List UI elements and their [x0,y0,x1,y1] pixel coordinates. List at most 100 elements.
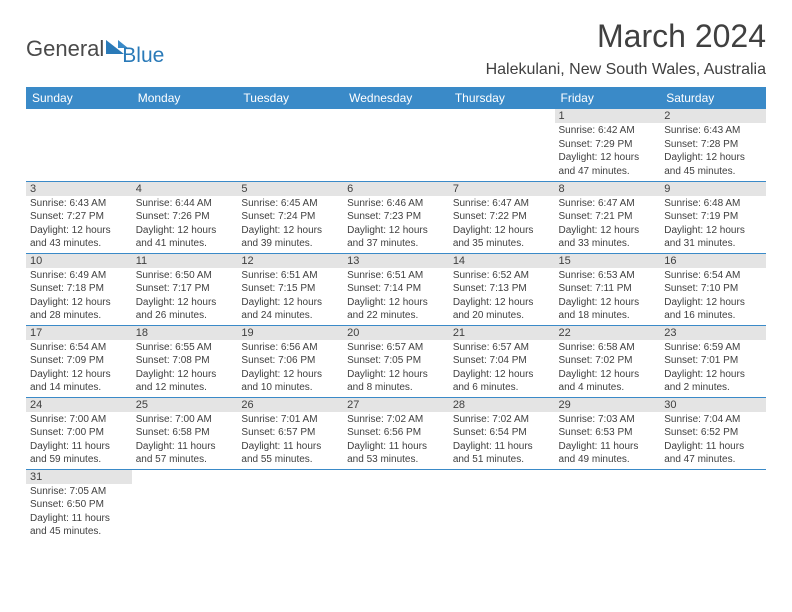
calendar-day-cell: 13Sunrise: 6:51 AMSunset: 7:14 PMDayligh… [343,253,449,325]
day-details: Sunrise: 6:55 AMSunset: 7:08 PMDaylight:… [132,340,238,397]
calendar-empty-cell [343,109,449,181]
calendar-day-cell: 15Sunrise: 6:53 AMSunset: 7:11 PMDayligh… [555,253,661,325]
day-number: 23 [660,326,766,340]
day-number: 3 [26,182,132,196]
calendar-day-cell: 3Sunrise: 6:43 AMSunset: 7:27 PMDaylight… [26,181,132,253]
day-number: 8 [555,182,661,196]
logo-text-general: General [26,36,104,62]
calendar-day-cell: 31Sunrise: 7:05 AMSunset: 6:50 PMDayligh… [26,469,132,541]
day-number: 30 [660,398,766,412]
calendar-empty-cell [660,469,766,541]
day-details: Sunrise: 6:47 AMSunset: 7:21 PMDaylight:… [555,196,661,253]
day-details: Sunrise: 6:45 AMSunset: 7:24 PMDaylight:… [237,196,343,253]
day-details: Sunrise: 6:56 AMSunset: 7:06 PMDaylight:… [237,340,343,397]
logo: General Blue [26,36,164,62]
day-number: 10 [26,254,132,268]
calendar-empty-cell [237,109,343,181]
day-number: 1 [555,109,661,123]
day-details: Sunrise: 7:00 AMSunset: 7:00 PMDaylight:… [26,412,132,469]
day-number: 6 [343,182,449,196]
day-number: 14 [449,254,555,268]
day-details: Sunrise: 6:44 AMSunset: 7:26 PMDaylight:… [132,196,238,253]
day-details: Sunrise: 6:53 AMSunset: 7:11 PMDaylight:… [555,268,661,325]
calendar-day-cell: 17Sunrise: 6:54 AMSunset: 7:09 PMDayligh… [26,325,132,397]
day-details: Sunrise: 6:57 AMSunset: 7:05 PMDaylight:… [343,340,449,397]
day-details: Sunrise: 6:47 AMSunset: 7:22 PMDaylight:… [449,196,555,253]
title-block: March 2024 Halekulani, New South Wales, … [486,18,766,79]
calendar-week-row: 24Sunrise: 7:00 AMSunset: 7:00 PMDayligh… [26,397,766,469]
day-number: 29 [555,398,661,412]
calendar-day-cell: 20Sunrise: 6:57 AMSunset: 7:05 PMDayligh… [343,325,449,397]
day-number: 25 [132,398,238,412]
weekday-header: Saturday [660,87,766,109]
day-number: 27 [343,398,449,412]
calendar-header-row: SundayMondayTuesdayWednesdayThursdayFrid… [26,87,766,109]
header: General Blue March 2024 Halekulani, New … [26,18,766,79]
day-number: 9 [660,182,766,196]
day-details: Sunrise: 6:43 AMSunset: 7:28 PMDaylight:… [660,123,766,180]
day-number: 12 [237,254,343,268]
day-details: Sunrise: 6:58 AMSunset: 7:02 PMDaylight:… [555,340,661,397]
calendar-empty-cell [132,469,238,541]
day-number: 26 [237,398,343,412]
calendar-day-cell: 4Sunrise: 6:44 AMSunset: 7:26 PMDaylight… [132,181,238,253]
day-details: Sunrise: 7:03 AMSunset: 6:53 PMDaylight:… [555,412,661,469]
calendar-day-cell: 25Sunrise: 7:00 AMSunset: 6:58 PMDayligh… [132,397,238,469]
day-details: Sunrise: 6:42 AMSunset: 7:29 PMDaylight:… [555,123,661,180]
day-details: Sunrise: 6:43 AMSunset: 7:27 PMDaylight:… [26,196,132,253]
calendar-day-cell: 30Sunrise: 7:04 AMSunset: 6:52 PMDayligh… [660,397,766,469]
day-details: Sunrise: 6:59 AMSunset: 7:01 PMDaylight:… [660,340,766,397]
day-details: Sunrise: 7:04 AMSunset: 6:52 PMDaylight:… [660,412,766,469]
weekday-header: Tuesday [237,87,343,109]
day-number: 5 [237,182,343,196]
day-details: Sunrise: 6:57 AMSunset: 7:04 PMDaylight:… [449,340,555,397]
day-number: 4 [132,182,238,196]
day-number: 20 [343,326,449,340]
day-details: Sunrise: 6:54 AMSunset: 7:09 PMDaylight:… [26,340,132,397]
day-number: 28 [449,398,555,412]
calendar-day-cell: 24Sunrise: 7:00 AMSunset: 7:00 PMDayligh… [26,397,132,469]
day-number: 11 [132,254,238,268]
day-details: Sunrise: 6:52 AMSunset: 7:13 PMDaylight:… [449,268,555,325]
day-details: Sunrise: 7:02 AMSunset: 6:56 PMDaylight:… [343,412,449,469]
calendar-empty-cell [449,469,555,541]
calendar-table: SundayMondayTuesdayWednesdayThursdayFrid… [26,87,766,541]
calendar-day-cell: 21Sunrise: 6:57 AMSunset: 7:04 PMDayligh… [449,325,555,397]
calendar-day-cell: 11Sunrise: 6:50 AMSunset: 7:17 PMDayligh… [132,253,238,325]
calendar-empty-cell [132,109,238,181]
calendar-day-cell: 26Sunrise: 7:01 AMSunset: 6:57 PMDayligh… [237,397,343,469]
calendar-empty-cell [237,469,343,541]
day-number: 15 [555,254,661,268]
calendar-empty-cell [449,109,555,181]
calendar-day-cell: 6Sunrise: 6:46 AMSunset: 7:23 PMDaylight… [343,181,449,253]
calendar-day-cell: 27Sunrise: 7:02 AMSunset: 6:56 PMDayligh… [343,397,449,469]
day-number: 19 [237,326,343,340]
calendar-day-cell: 19Sunrise: 6:56 AMSunset: 7:06 PMDayligh… [237,325,343,397]
calendar-day-cell: 9Sunrise: 6:48 AMSunset: 7:19 PMDaylight… [660,181,766,253]
calendar-empty-cell [343,469,449,541]
calendar-day-cell: 14Sunrise: 6:52 AMSunset: 7:13 PMDayligh… [449,253,555,325]
day-details: Sunrise: 7:00 AMSunset: 6:58 PMDaylight:… [132,412,238,469]
day-details: Sunrise: 7:02 AMSunset: 6:54 PMDaylight:… [449,412,555,469]
calendar-day-cell: 16Sunrise: 6:54 AMSunset: 7:10 PMDayligh… [660,253,766,325]
day-number: 21 [449,326,555,340]
day-details: Sunrise: 6:50 AMSunset: 7:17 PMDaylight:… [132,268,238,325]
weekday-header: Monday [132,87,238,109]
calendar-day-cell: 18Sunrise: 6:55 AMSunset: 7:08 PMDayligh… [132,325,238,397]
location: Halekulani, New South Wales, Australia [486,61,766,79]
calendar-day-cell: 2Sunrise: 6:43 AMSunset: 7:28 PMDaylight… [660,109,766,181]
calendar-day-cell: 5Sunrise: 6:45 AMSunset: 7:24 PMDaylight… [237,181,343,253]
day-details: Sunrise: 6:51 AMSunset: 7:14 PMDaylight:… [343,268,449,325]
weekday-header: Sunday [26,87,132,109]
calendar-week-row: 17Sunrise: 6:54 AMSunset: 7:09 PMDayligh… [26,325,766,397]
calendar-week-row: 3Sunrise: 6:43 AMSunset: 7:27 PMDaylight… [26,181,766,253]
day-details: Sunrise: 6:48 AMSunset: 7:19 PMDaylight:… [660,196,766,253]
calendar-day-cell: 1Sunrise: 6:42 AMSunset: 7:29 PMDaylight… [555,109,661,181]
day-details: Sunrise: 7:01 AMSunset: 6:57 PMDaylight:… [237,412,343,469]
calendar-day-cell: 8Sunrise: 6:47 AMSunset: 7:21 PMDaylight… [555,181,661,253]
day-number: 16 [660,254,766,268]
day-details: Sunrise: 6:49 AMSunset: 7:18 PMDaylight:… [26,268,132,325]
day-number: 2 [660,109,766,123]
calendar-day-cell: 7Sunrise: 6:47 AMSunset: 7:22 PMDaylight… [449,181,555,253]
calendar-week-row: 10Sunrise: 6:49 AMSunset: 7:18 PMDayligh… [26,253,766,325]
